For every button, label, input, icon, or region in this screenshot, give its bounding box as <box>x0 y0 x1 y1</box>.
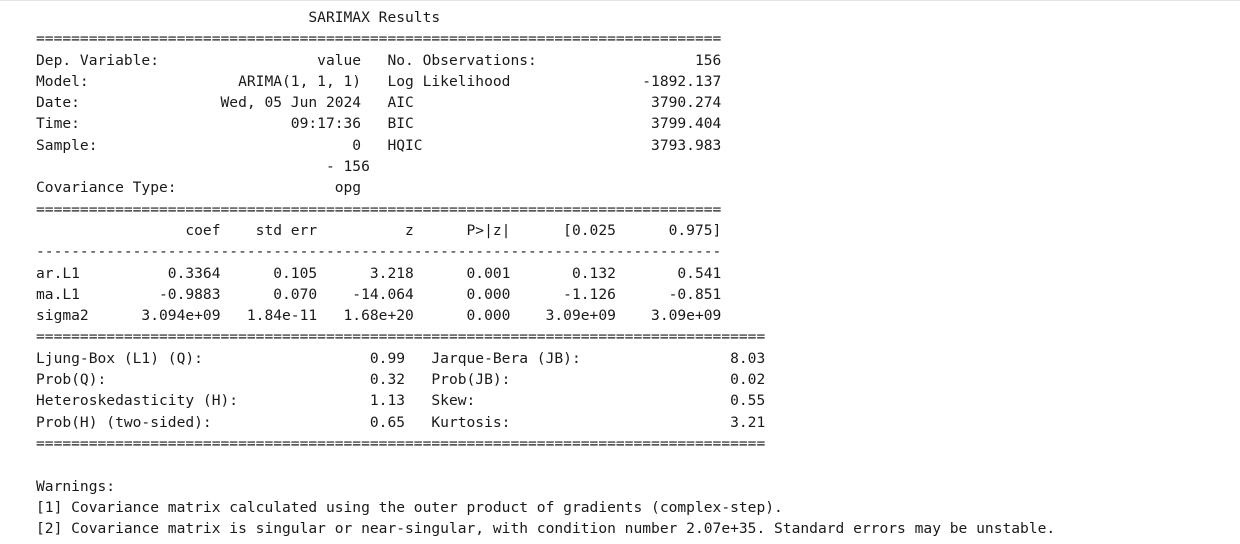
warnings-heading: Warnings: <box>36 477 116 495</box>
summary-row-model: Model: ARIMA(1, 1, 1) Log Likelihood -18… <box>36 72 722 90</box>
single-rule: ----------------------------------------… <box>36 243 722 261</box>
diagnostics-row-prob-h: Prob(H) (two-sided): 0.65 Kurtosis: 3.21 <box>36 413 766 431</box>
double-rule: ========================================… <box>36 30 722 48</box>
warning-2: [2] Covariance matrix is singular or nea… <box>36 520 1056 538</box>
summary-row-time: Time: 09:17:36 BIC 3799.404 <box>36 115 722 133</box>
results-title: SARIMAX Results <box>36 9 722 26</box>
double-rule: ========================================… <box>36 434 766 452</box>
double-rule: ========================================… <box>36 200 722 218</box>
sarimax-results-output: SARIMAX Results ========================… <box>36 7 1055 539</box>
diagnostics-row-prob-q: Prob(Q): 0.32 Prob(JB): 0.02 <box>36 371 766 389</box>
double-rule: ========================================… <box>36 328 766 346</box>
summary-row-date: Date: Wed, 05 Jun 2024 AIC 3790.274 <box>36 94 722 112</box>
diagnostics-row-ljung-box: Ljung-Box (L1) (Q): 0.99 Jarque-Bera (JB… <box>36 349 766 367</box>
diagnostics-row-heteroskedasticity: Heteroskedasticity (H): 1.13 Skew: 0.55 <box>36 392 766 410</box>
coef-row-sigma2: sigma2 3.094e+09 1.84e-11 1.68e+20 0.000… <box>36 307 722 325</box>
output-cell-top-border <box>0 0 1240 1</box>
summary-row-dep-variable: Dep. Variable: value No. Observations: 1… <box>36 51 722 69</box>
summary-row-covariance-type: Covariance Type: opg <box>36 179 722 197</box>
summary-row-sample: Sample: 0 HQIC 3793.983 <box>36 136 722 154</box>
coef-table-header: coef std err z P>|z| [0.025 0.975] <box>36 221 722 239</box>
coef-row-ar-l1: ar.L1 0.3364 0.105 3.218 0.001 0.132 0.5… <box>36 264 722 282</box>
warning-1: [1] Covariance matrix calculated using t… <box>36 498 783 516</box>
blank-line <box>36 454 1055 475</box>
coef-row-ma-l1: ma.L1 -0.9883 0.070 -14.064 0.000 -1.126… <box>36 285 722 303</box>
summary-row-sample-end: - 156 <box>36 158 722 176</box>
